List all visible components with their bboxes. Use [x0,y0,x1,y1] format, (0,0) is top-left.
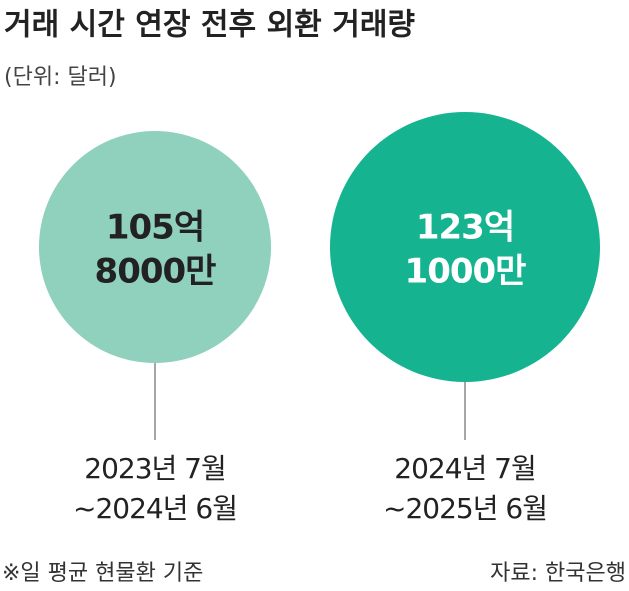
category-label: ~2025년 6월 [383,492,547,525]
value-label: 1000만 [405,252,527,292]
source: 자료: 한국은행 [490,561,626,586]
bubble [38,130,272,364]
bubble [330,112,600,382]
chart-title: 거래 시간 연장 전후 외환 거래량 [4,8,415,43]
value-label: 123억 [416,208,514,248]
footnote: ※일 평균 현물환 기준 [2,561,203,586]
category-label: 2023년 7월 [84,452,226,485]
category-label: ~2024년 6월 [73,492,237,525]
chart-subtitle: (단위: 달러) [4,65,117,90]
value-label: 8000만 [95,252,217,292]
value-label: 105억 [106,208,204,248]
category-label: 2024년 7월 [394,452,536,485]
